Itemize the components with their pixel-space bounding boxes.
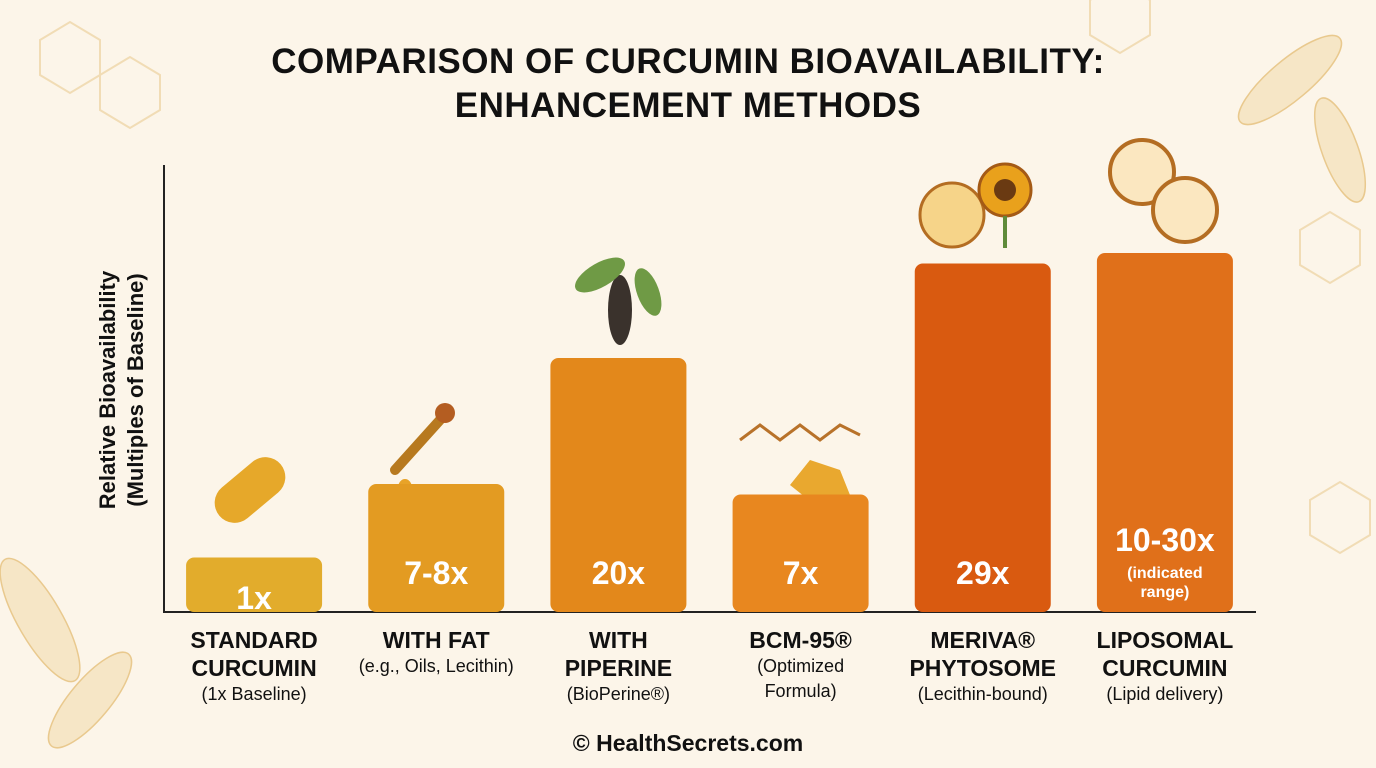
category: WITH PIPERINE (BioPerine®) xyxy=(528,626,708,707)
category-note: (Lipid delivery) xyxy=(1106,684,1224,704)
value-label: 1x xyxy=(236,579,272,616)
category-label: STANDARD CURCUMIN xyxy=(190,627,318,681)
value-label: 7x xyxy=(782,555,819,591)
category: LIPOSOMAL CURCUMIN (Lipid delivery) xyxy=(1075,626,1255,707)
category-label: WITH FAT xyxy=(382,627,490,653)
category: STANDARD CURCUMIN (1x Baseline) xyxy=(164,626,344,707)
decoration xyxy=(39,0,1371,555)
footer: © HealthSecrets.com xyxy=(572,730,804,756)
category-note: (e.g., Oils, Lecithin) xyxy=(358,656,514,676)
category-note: (1x Baseline) xyxy=(201,684,307,704)
bar xyxy=(732,494,869,612)
bar xyxy=(550,358,687,612)
category: BCM-95® (Optimized Formula) xyxy=(711,626,891,704)
bar xyxy=(1096,253,1233,612)
category-note: (Lecithin-bound) xyxy=(917,684,1048,704)
category: WITH FAT (e.g., Oils, Lecithin) xyxy=(346,626,526,679)
category-label: WITH PIPERINE xyxy=(564,627,673,681)
category-label: BCM-95® xyxy=(749,627,852,653)
bar xyxy=(914,263,1051,612)
value-label: 20x xyxy=(591,555,646,591)
bar xyxy=(368,484,505,612)
icons xyxy=(214,138,1219,523)
category-note: (Optimized Formula) xyxy=(757,656,845,701)
y-axis-label-line: (Multiples of Baseline) xyxy=(123,273,148,507)
category-label: MERIVA® PHYTOSOME xyxy=(909,627,1057,681)
category-label: LIPOSOMAL CURCUMIN xyxy=(1096,627,1234,681)
category-note: (BioPerine®) xyxy=(566,684,671,704)
y-axis-label-line: Relative Bioavailability xyxy=(95,270,120,510)
value-label: 29x xyxy=(956,555,1010,591)
value-label: 7-8x xyxy=(404,555,469,591)
category: MERIVA® PHYTOSOME (Lecithin-bound) xyxy=(893,626,1073,707)
chart-title: ENHANCEMENT METHODS xyxy=(454,86,922,125)
value-note: (indicated range) xyxy=(1127,565,1203,601)
bar xyxy=(186,557,323,612)
leaf-decoration xyxy=(0,34,1367,749)
value-label: 10-30x xyxy=(1115,522,1215,558)
chart-title: COMPARISON OF CURCUMIN BIOAVAILABILITY: xyxy=(271,42,1105,81)
y-axis-label: Relative Bioavailability (Multiples of B… xyxy=(94,271,150,509)
